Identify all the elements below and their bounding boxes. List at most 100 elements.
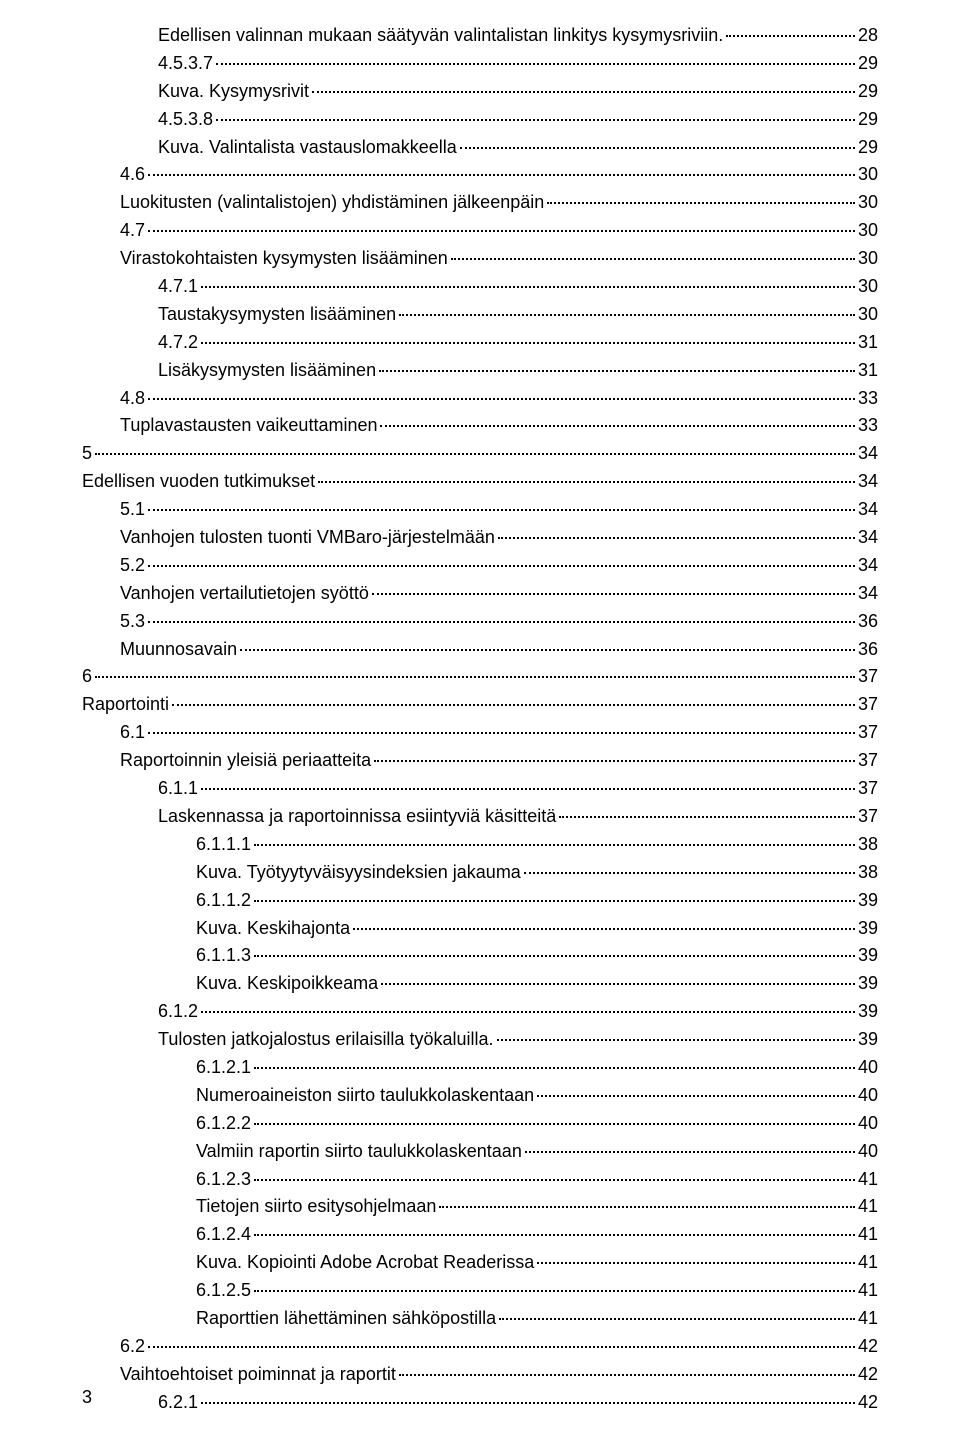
toc-entry: Kuva. Kysymysrivit29 (82, 78, 878, 106)
toc-leader-dots (254, 1114, 855, 1125)
toc-entry-label: 6.1.1 (158, 775, 198, 803)
toc-entry-page: 34 (858, 496, 878, 524)
toc-entry-label: Raportoinnin yleisiä periaatteita (120, 747, 371, 775)
toc-entry-label: Muunnosavain (120, 636, 237, 664)
toc-entry-page: 42 (858, 1333, 878, 1361)
toc-entry-page: 39 (858, 942, 878, 970)
toc-entry: Taustakysymysten lisääminen30 (82, 301, 878, 329)
toc-entry-label: Vanhojen vertailutietojen syöttö (120, 580, 369, 608)
toc-entry-page: 30 (858, 245, 878, 273)
toc-leader-dots (201, 1393, 855, 1404)
toc-entry: Kuva. Keskipoikkeama39 (82, 970, 878, 998)
toc-entry-label: 6.1.1.3 (196, 942, 251, 970)
toc-entry-label: 6.1.2.1 (196, 1054, 251, 1082)
toc-entry: Virastokohtaisten kysymysten lisääminen 3… (82, 245, 878, 273)
toc-entry-page: 40 (858, 1110, 878, 1138)
toc-leader-dots (254, 891, 855, 902)
toc-entry-label: Vaihtoehtoiset poiminnat ja raportit (120, 1361, 396, 1389)
toc-entry-label: Kuva. Keskihajonta (196, 915, 350, 943)
toc-entry: 6.1.1.239 (82, 887, 878, 915)
toc-leader-dots (439, 1197, 855, 1208)
toc-entry-label: Edellisen valinnan mukaan säätyvän valin… (158, 22, 723, 50)
toc-leader-dots (148, 165, 855, 176)
toc-entry-label: Vanhojen tulosten tuonti VMBaro-järjeste… (120, 524, 495, 552)
toc-entry-page: 34 (858, 524, 878, 552)
toc-entry-page: 39 (858, 887, 878, 915)
toc-entry-page: 37 (858, 663, 878, 691)
toc-entry-label: Virastokohtaisten kysymysten lisääminen (120, 245, 448, 273)
toc-entry: 6.2.142 (82, 1389, 878, 1417)
toc-entry: Lisäkysymysten lisääminen 31 (82, 357, 878, 385)
toc-entry-page: 40 (858, 1082, 878, 1110)
toc-entry-label: 4.7.1 (158, 273, 198, 301)
toc-leader-dots (353, 919, 855, 930)
toc-leader-dots (254, 835, 855, 846)
toc-leader-dots (524, 863, 855, 874)
toc-entry: 4.730 (82, 217, 878, 245)
toc-entry-label: Lisäkysymysten lisääminen (158, 357, 376, 385)
toc-leader-dots (726, 26, 855, 37)
toc-entry-label: Luokitusten (valintalistojen) yhdistämin… (120, 189, 544, 217)
toc-leader-dots (379, 361, 855, 372)
toc-entry-page: 34 (858, 468, 878, 496)
toc-entry: 534 (82, 440, 878, 468)
toc-leader-dots (95, 444, 855, 455)
toc-entry: 6.1.2.341 (82, 1166, 878, 1194)
toc-entry-page: 30 (858, 273, 878, 301)
page-number: 3 (82, 1387, 92, 1408)
toc-leader-dots (374, 751, 855, 762)
toc-entry-page: 41 (858, 1221, 878, 1249)
toc-entry: 4.5.3.729 (82, 50, 878, 78)
toc-entry-label: Kuva. Kysymysrivit (158, 78, 309, 106)
toc-leader-dots (216, 110, 855, 121)
toc-leader-dots (148, 1337, 855, 1348)
toc-entry: Tuplavastausten vaikeuttaminen33 (82, 412, 878, 440)
toc-entry: Vanhojen vertailutietojen syöttö34 (82, 580, 878, 608)
toc-leader-dots (201, 277, 855, 288)
toc-entry-page: 29 (858, 106, 878, 134)
toc-leader-dots (451, 249, 855, 260)
toc-leader-dots (380, 416, 854, 427)
toc-entry-page: 30 (858, 217, 878, 245)
toc-entry: Raportointi37 (82, 691, 878, 719)
toc-leader-dots (381, 974, 855, 985)
toc-entry: 6.1.2.441 (82, 1221, 878, 1249)
toc-entry-label: Raporttien lähettäminen sähköpostilla (196, 1305, 496, 1333)
toc-entry: Kuva. Kopiointi Adobe Acrobat Readerissa… (82, 1249, 878, 1277)
toc-entry: 6.1.2.2 40 (82, 1110, 878, 1138)
toc-entry: Laskennassa ja raportoinnissa esiintyviä… (82, 803, 878, 831)
toc-entry: Luokitusten (valintalistojen) yhdistämin… (82, 189, 878, 217)
toc-entry-label: 6.2.1 (158, 1389, 198, 1417)
toc-entry-page: 41 (858, 1305, 878, 1333)
toc-leader-dots (372, 584, 855, 595)
toc-entry-page: 31 (858, 357, 878, 385)
toc-entry-label: 5.2 (120, 552, 145, 580)
toc-entry-page: 39 (858, 1026, 878, 1054)
toc-entry-label: 4.8 (120, 385, 145, 413)
toc-leader-dots (497, 1030, 855, 1041)
toc-entry-label: 5 (82, 440, 92, 468)
toc-leader-dots (559, 807, 855, 818)
toc-entry: 4.7.2 31 (82, 329, 878, 357)
toc-entry-label: 6.1.2.2 (196, 1110, 251, 1138)
toc-entry-label: 5.1 (120, 496, 145, 524)
toc-leader-dots (148, 612, 855, 623)
toc-entry: Raportoinnin yleisiä periaatteita37 (82, 747, 878, 775)
toc-entry-page: 36 (858, 636, 878, 664)
toc-entry: Edellisen valinnan mukaan säätyvän valin… (82, 22, 878, 50)
toc-entry-label: 4.7.2 (158, 329, 198, 357)
toc-leader-dots (254, 946, 855, 957)
toc-entry-label: Taustakysymysten lisääminen (158, 301, 396, 329)
toc-entry-page: 34 (858, 552, 878, 580)
toc-leader-dots (318, 472, 855, 483)
toc-leader-dots (254, 1058, 855, 1069)
toc-entry: Tietojen siirto esitysohjelmaan41 (82, 1193, 878, 1221)
toc-leader-dots (148, 500, 855, 511)
toc-entry: Edellisen vuoden tutkimukset34 (82, 468, 878, 496)
toc-entry-page: 31 (858, 329, 878, 357)
toc-entry-page: 37 (858, 691, 878, 719)
toc-entry-page: 42 (858, 1361, 878, 1389)
toc-entry-label: Kuva. Keskipoikkeama (196, 970, 378, 998)
toc-entry-label: 4.6 (120, 161, 145, 189)
toc-entry: Tulosten jatkojalostus erilaisilla työka… (82, 1026, 878, 1054)
